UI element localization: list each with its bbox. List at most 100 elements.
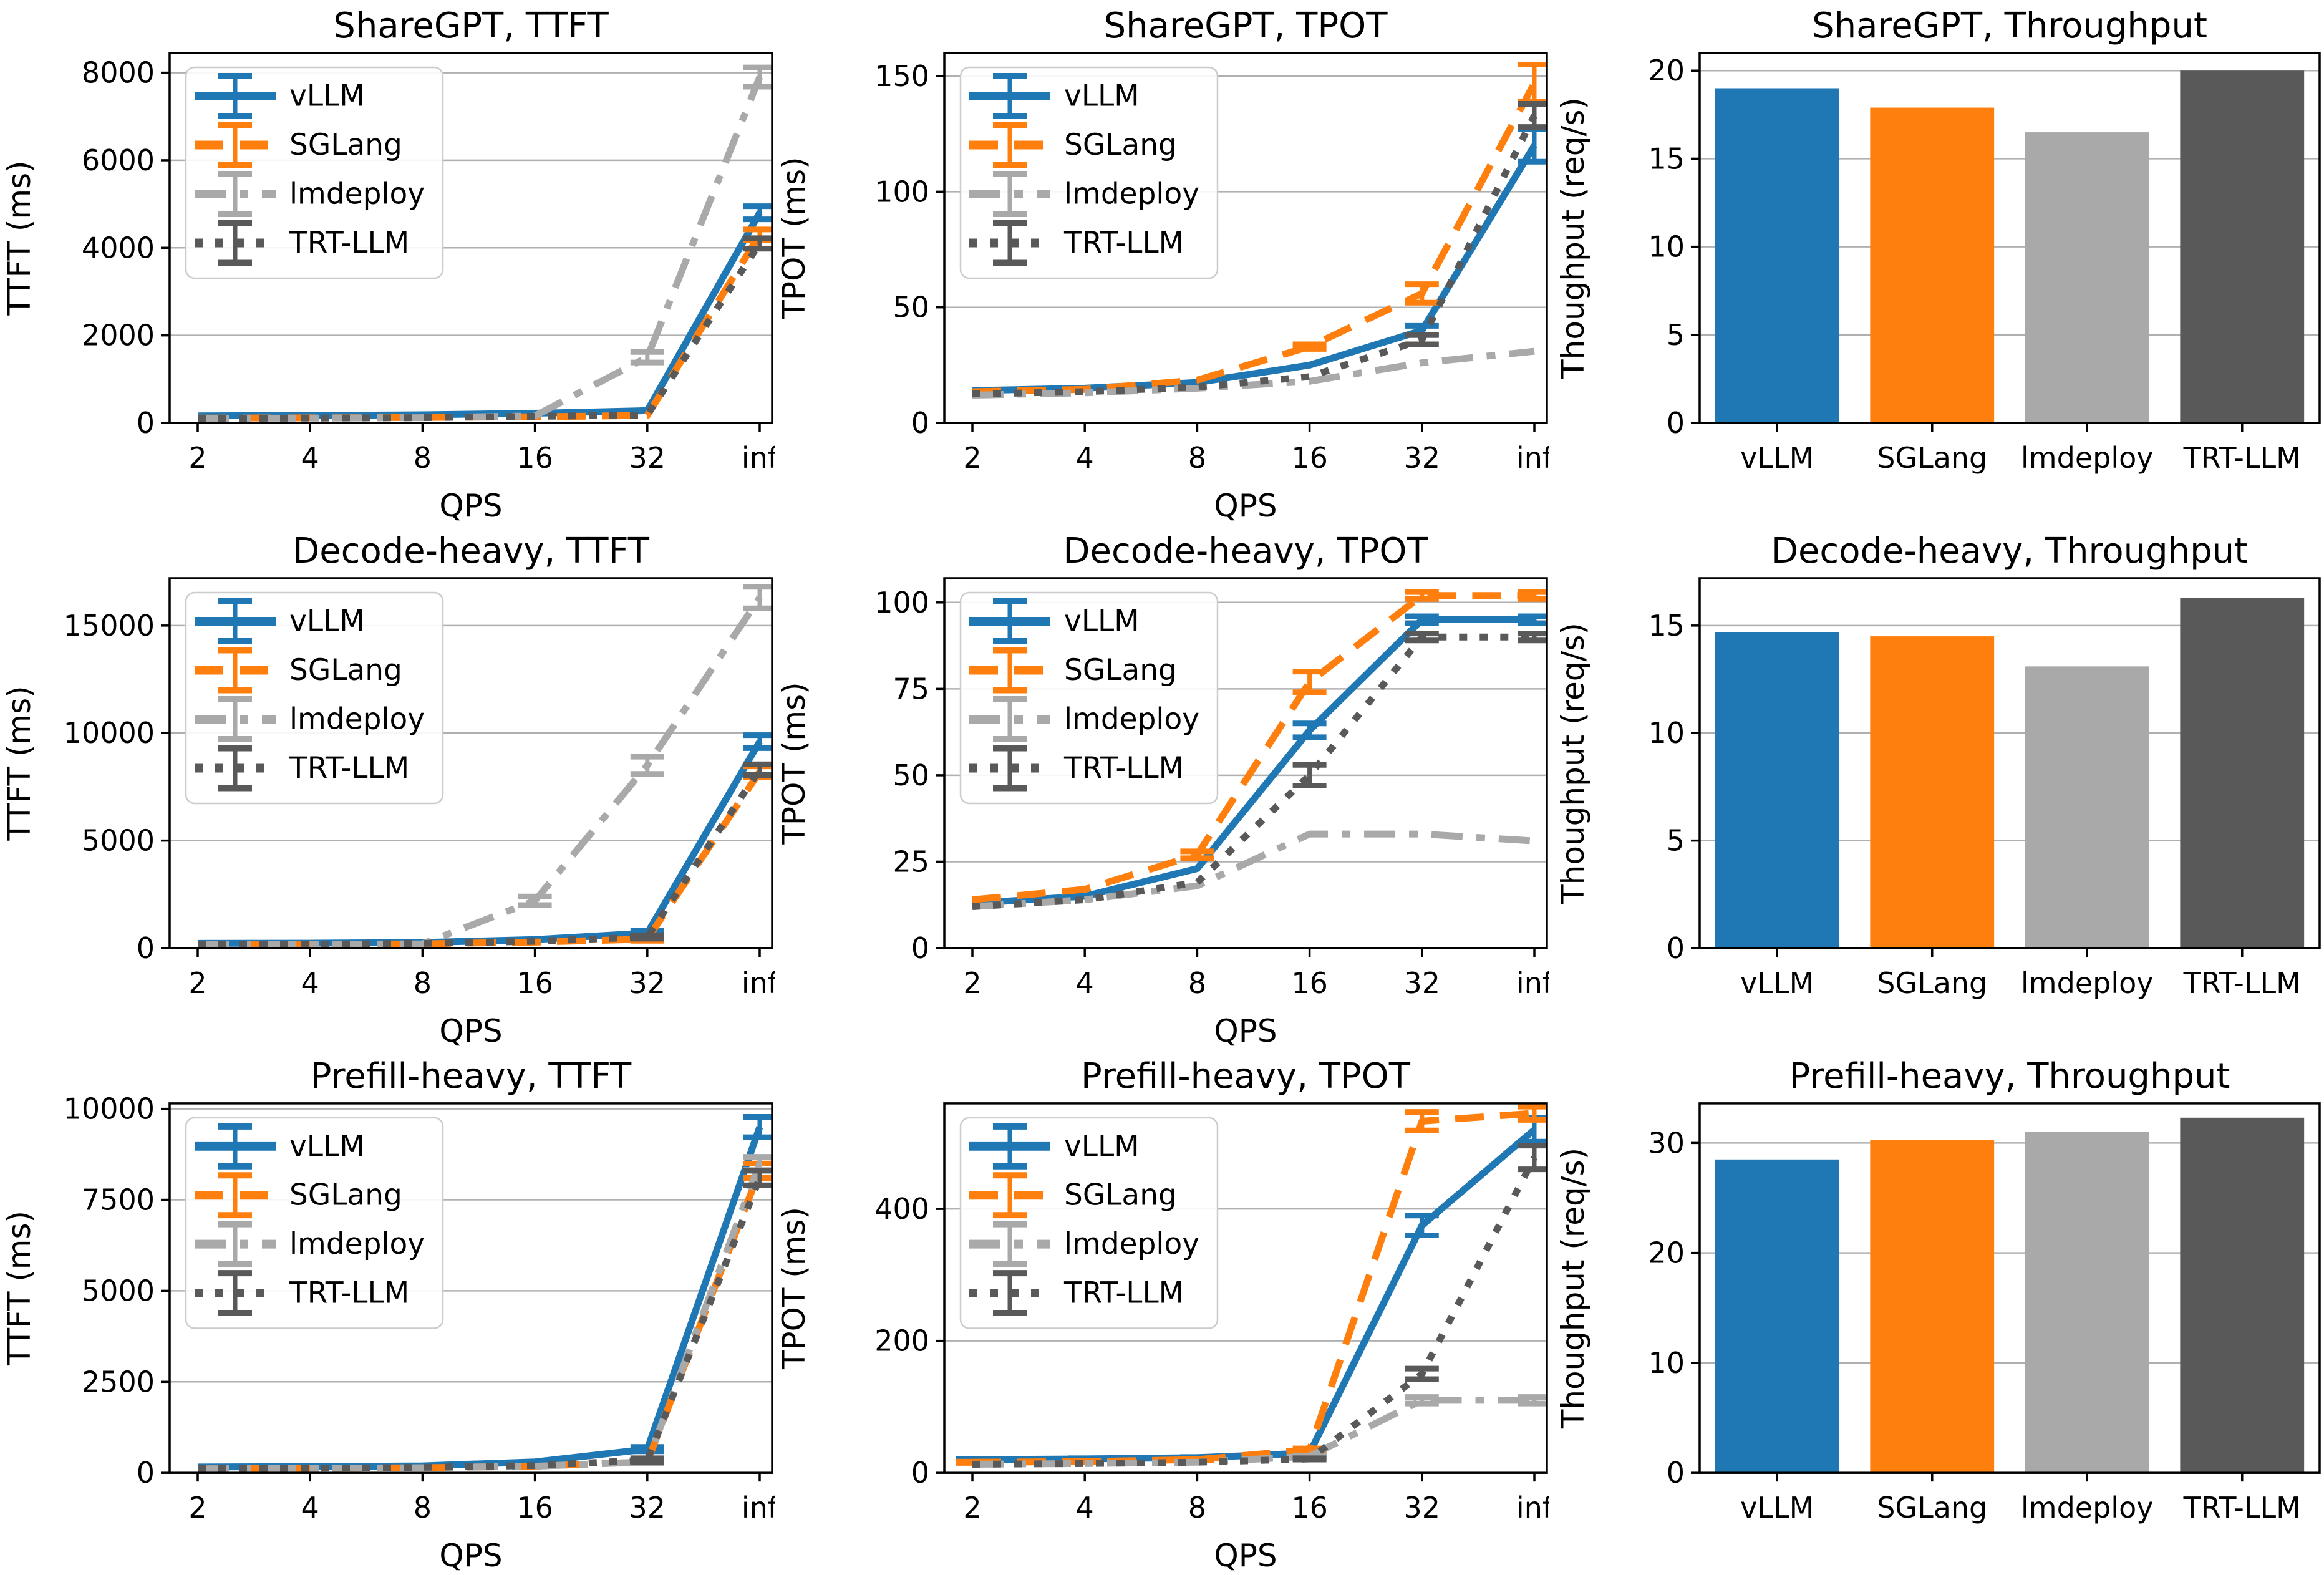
svg-text:inf: inf <box>1516 1491 1549 1524</box>
legend-label-lmdeploy: lmdeploy <box>289 702 425 737</box>
legend-label-SGLang: SGLang <box>1064 653 1177 687</box>
svg-text:32: 32 <box>1404 441 1441 475</box>
svg-text:2000: 2000 <box>82 319 155 352</box>
series-line-lmdeploy <box>197 75 763 422</box>
svg-text:10: 10 <box>1648 1346 1685 1380</box>
legend-label-TRT-LLM: TRT-LLM <box>289 226 409 260</box>
chart-title: ShareGPT, TPOT <box>1104 6 1388 46</box>
svg-text:inf: inf <box>742 441 775 475</box>
errorbars-vLLM <box>1292 613 1547 740</box>
svg-text:lmdeploy: lmdeploy <box>2021 1491 2153 1524</box>
plot-area <box>972 589 1547 910</box>
chart-decode-heavy-throughput: 0 5 10 15 vLLM SGLang lmdeploy TRT-LLM Decode-he… <box>1549 525 2324 1050</box>
bar-TRT-LLM <box>2180 1117 2305 1473</box>
legend-label-vLLM: vLLM <box>289 1129 365 1163</box>
chart-title: Decode-heavy, TTFT <box>293 531 650 571</box>
svg-text:16: 16 <box>1291 966 1328 1000</box>
series-line-TRT-LLM <box>972 1156 1537 1468</box>
y-axis: 0 50 100 150 <box>874 59 944 440</box>
series-line-TRT-LLM <box>972 114 1537 398</box>
errorbars-TRT-LLM <box>1292 1143 1547 1463</box>
series-line-vLLM <box>972 616 1534 907</box>
svg-text:8: 8 <box>414 441 432 475</box>
svg-text:50: 50 <box>893 758 929 792</box>
svg-text:4: 4 <box>301 1491 319 1524</box>
errorbars-TRT-LLM <box>630 1168 772 1465</box>
bar-SGLang <box>1870 107 1995 423</box>
svg-text:inf: inf <box>742 1491 775 1524</box>
svg-text:32: 32 <box>629 966 666 1000</box>
x-axis: 2 4 8 16 32 inf <box>188 948 775 1000</box>
series-line-TRT-LLM <box>972 633 1534 910</box>
y-axis: 0 2000 4000 6000 8000 <box>82 56 170 440</box>
svg-text:5000: 5000 <box>82 824 155 858</box>
svg-text:2500: 2500 <box>82 1365 155 1398</box>
legend-label-TRT-LLM: TRT-LLM <box>1063 1276 1184 1311</box>
svg-text:30: 30 <box>1648 1126 1685 1160</box>
y-axis: 0 2500 5000 7500 10000 <box>64 1092 170 1490</box>
svg-text:16: 16 <box>516 966 553 1000</box>
errorbars-TRT-LLM <box>1292 631 1547 789</box>
errorbars-TRT-LLM <box>1405 101 1547 347</box>
chart-title: Decode-heavy, TPOT <box>1063 531 1428 571</box>
legend-label-SGLang: SGLang <box>1064 128 1177 162</box>
y-axis-label: TPOT (ms) <box>776 1207 812 1370</box>
x-axis: 2 4 8 16 32 inf <box>963 1473 1549 1524</box>
chart-title: Prefill-heavy, Throughput <box>1789 1056 2230 1097</box>
svg-text:25: 25 <box>893 845 929 878</box>
svg-text:8: 8 <box>1188 1491 1206 1524</box>
y-axis-label: TPOT (ms) <box>776 157 812 319</box>
svg-text:0: 0 <box>1667 406 1685 440</box>
errorbars-TRT-LLM <box>630 761 772 942</box>
axes-frame <box>943 577 1548 949</box>
legend: vLLM SGLang lmdeploy TRT-LLM <box>959 591 1219 805</box>
svg-text:0: 0 <box>1667 931 1685 965</box>
svg-text:15: 15 <box>1648 609 1685 642</box>
axes-frame <box>168 52 773 424</box>
x-axis: 2 4 8 16 32 inf <box>188 1473 775 1524</box>
chart-canvas-sharegpt-throughput: 0 5 10 15 20 vLLM SGLang lmdeploy TRT-LLM ShareGP… <box>1555 6 2321 475</box>
chart-decode-heavy-ttft: 0 5000 10000 15000 2 4 8 16 32 inf Decode-heavy, T… <box>0 525 775 1050</box>
legend-label-vLLM: vLLM <box>1064 79 1140 114</box>
svg-text:inf: inf <box>1516 966 1549 1000</box>
svg-text:2: 2 <box>963 1491 981 1524</box>
legend-label-SGLang: SGLang <box>289 653 402 687</box>
y-axis: 0 5 10 15 20 <box>1648 54 1700 440</box>
svg-text:4: 4 <box>1076 966 1094 1000</box>
svg-text:2: 2 <box>188 966 206 1000</box>
svg-text:0: 0 <box>911 931 929 965</box>
y-axis: 0 25 50 75 100 <box>874 586 944 965</box>
svg-text:400: 400 <box>874 1192 929 1226</box>
svg-text:TRT-LLM: TRT-LLM <box>2183 1491 2301 1524</box>
svg-text:2: 2 <box>963 966 981 1000</box>
bar-vLLM <box>1715 1159 1839 1473</box>
svg-text:6000: 6000 <box>82 143 155 177</box>
plot-area <box>1715 1117 2305 1473</box>
chart-title: Decode-heavy, Throughput <box>1771 531 2248 571</box>
svg-text:16: 16 <box>516 1491 553 1524</box>
plot-area <box>197 584 772 948</box>
legend: vLLM SGLang lmdeploy TRT-LLM <box>959 66 1219 279</box>
bar-lmdeploy <box>2025 132 2149 423</box>
x-axis: 2 4 8 16 32 inf <box>963 423 1549 475</box>
svg-text:5: 5 <box>1667 824 1685 858</box>
axes-frame <box>1698 1102 2321 1474</box>
errorbars-TRT-LLM <box>743 235 772 252</box>
legend-label-vLLM: vLLM <box>1064 1129 1140 1163</box>
plot-area <box>197 64 772 422</box>
chart-prefill-heavy-tpot: 0 200 400 2 4 8 16 32 inf Prefill-heavy, TPOT TPOT… <box>775 1050 1549 1575</box>
chart-title: Prefill-heavy, TTFT <box>311 1056 632 1097</box>
svg-text:8: 8 <box>414 966 432 1000</box>
svg-text:32: 32 <box>1404 966 1441 1000</box>
y-axis-label: Thoughput (req/s) <box>1555 623 1591 904</box>
legend-label-TRT-LLM: TRT-LLM <box>289 751 409 785</box>
chart-canvas-prefill-heavy-tpot: 0 200 400 2 4 8 16 32 inf Prefill-heavy, TPOT TPOT… <box>776 1056 1549 1574</box>
svg-text:0: 0 <box>137 931 155 965</box>
errorbars-lmdeploy <box>630 64 772 366</box>
chart-canvas-decode-heavy-throughput: 0 5 10 15 vLLM SGLang lmdeploy TRT-LLM Decode-he… <box>1555 531 2321 1000</box>
svg-text:vLLM: vLLM <box>1740 441 1814 475</box>
chart-canvas-decode-heavy-tpot: 0 25 50 75 100 2 4 8 16 32 inf Decode-heavy, TPOT TP… <box>776 531 1549 1049</box>
svg-text:4: 4 <box>1076 1491 1094 1524</box>
svg-text:SGLang: SGLang <box>1877 1491 1987 1524</box>
